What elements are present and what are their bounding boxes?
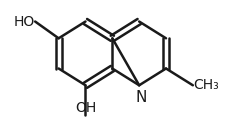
- Text: CH₃: CH₃: [192, 78, 218, 92]
- Text: N: N: [135, 90, 146, 105]
- Text: OH: OH: [74, 102, 96, 115]
- Text: HO: HO: [14, 15, 35, 28]
